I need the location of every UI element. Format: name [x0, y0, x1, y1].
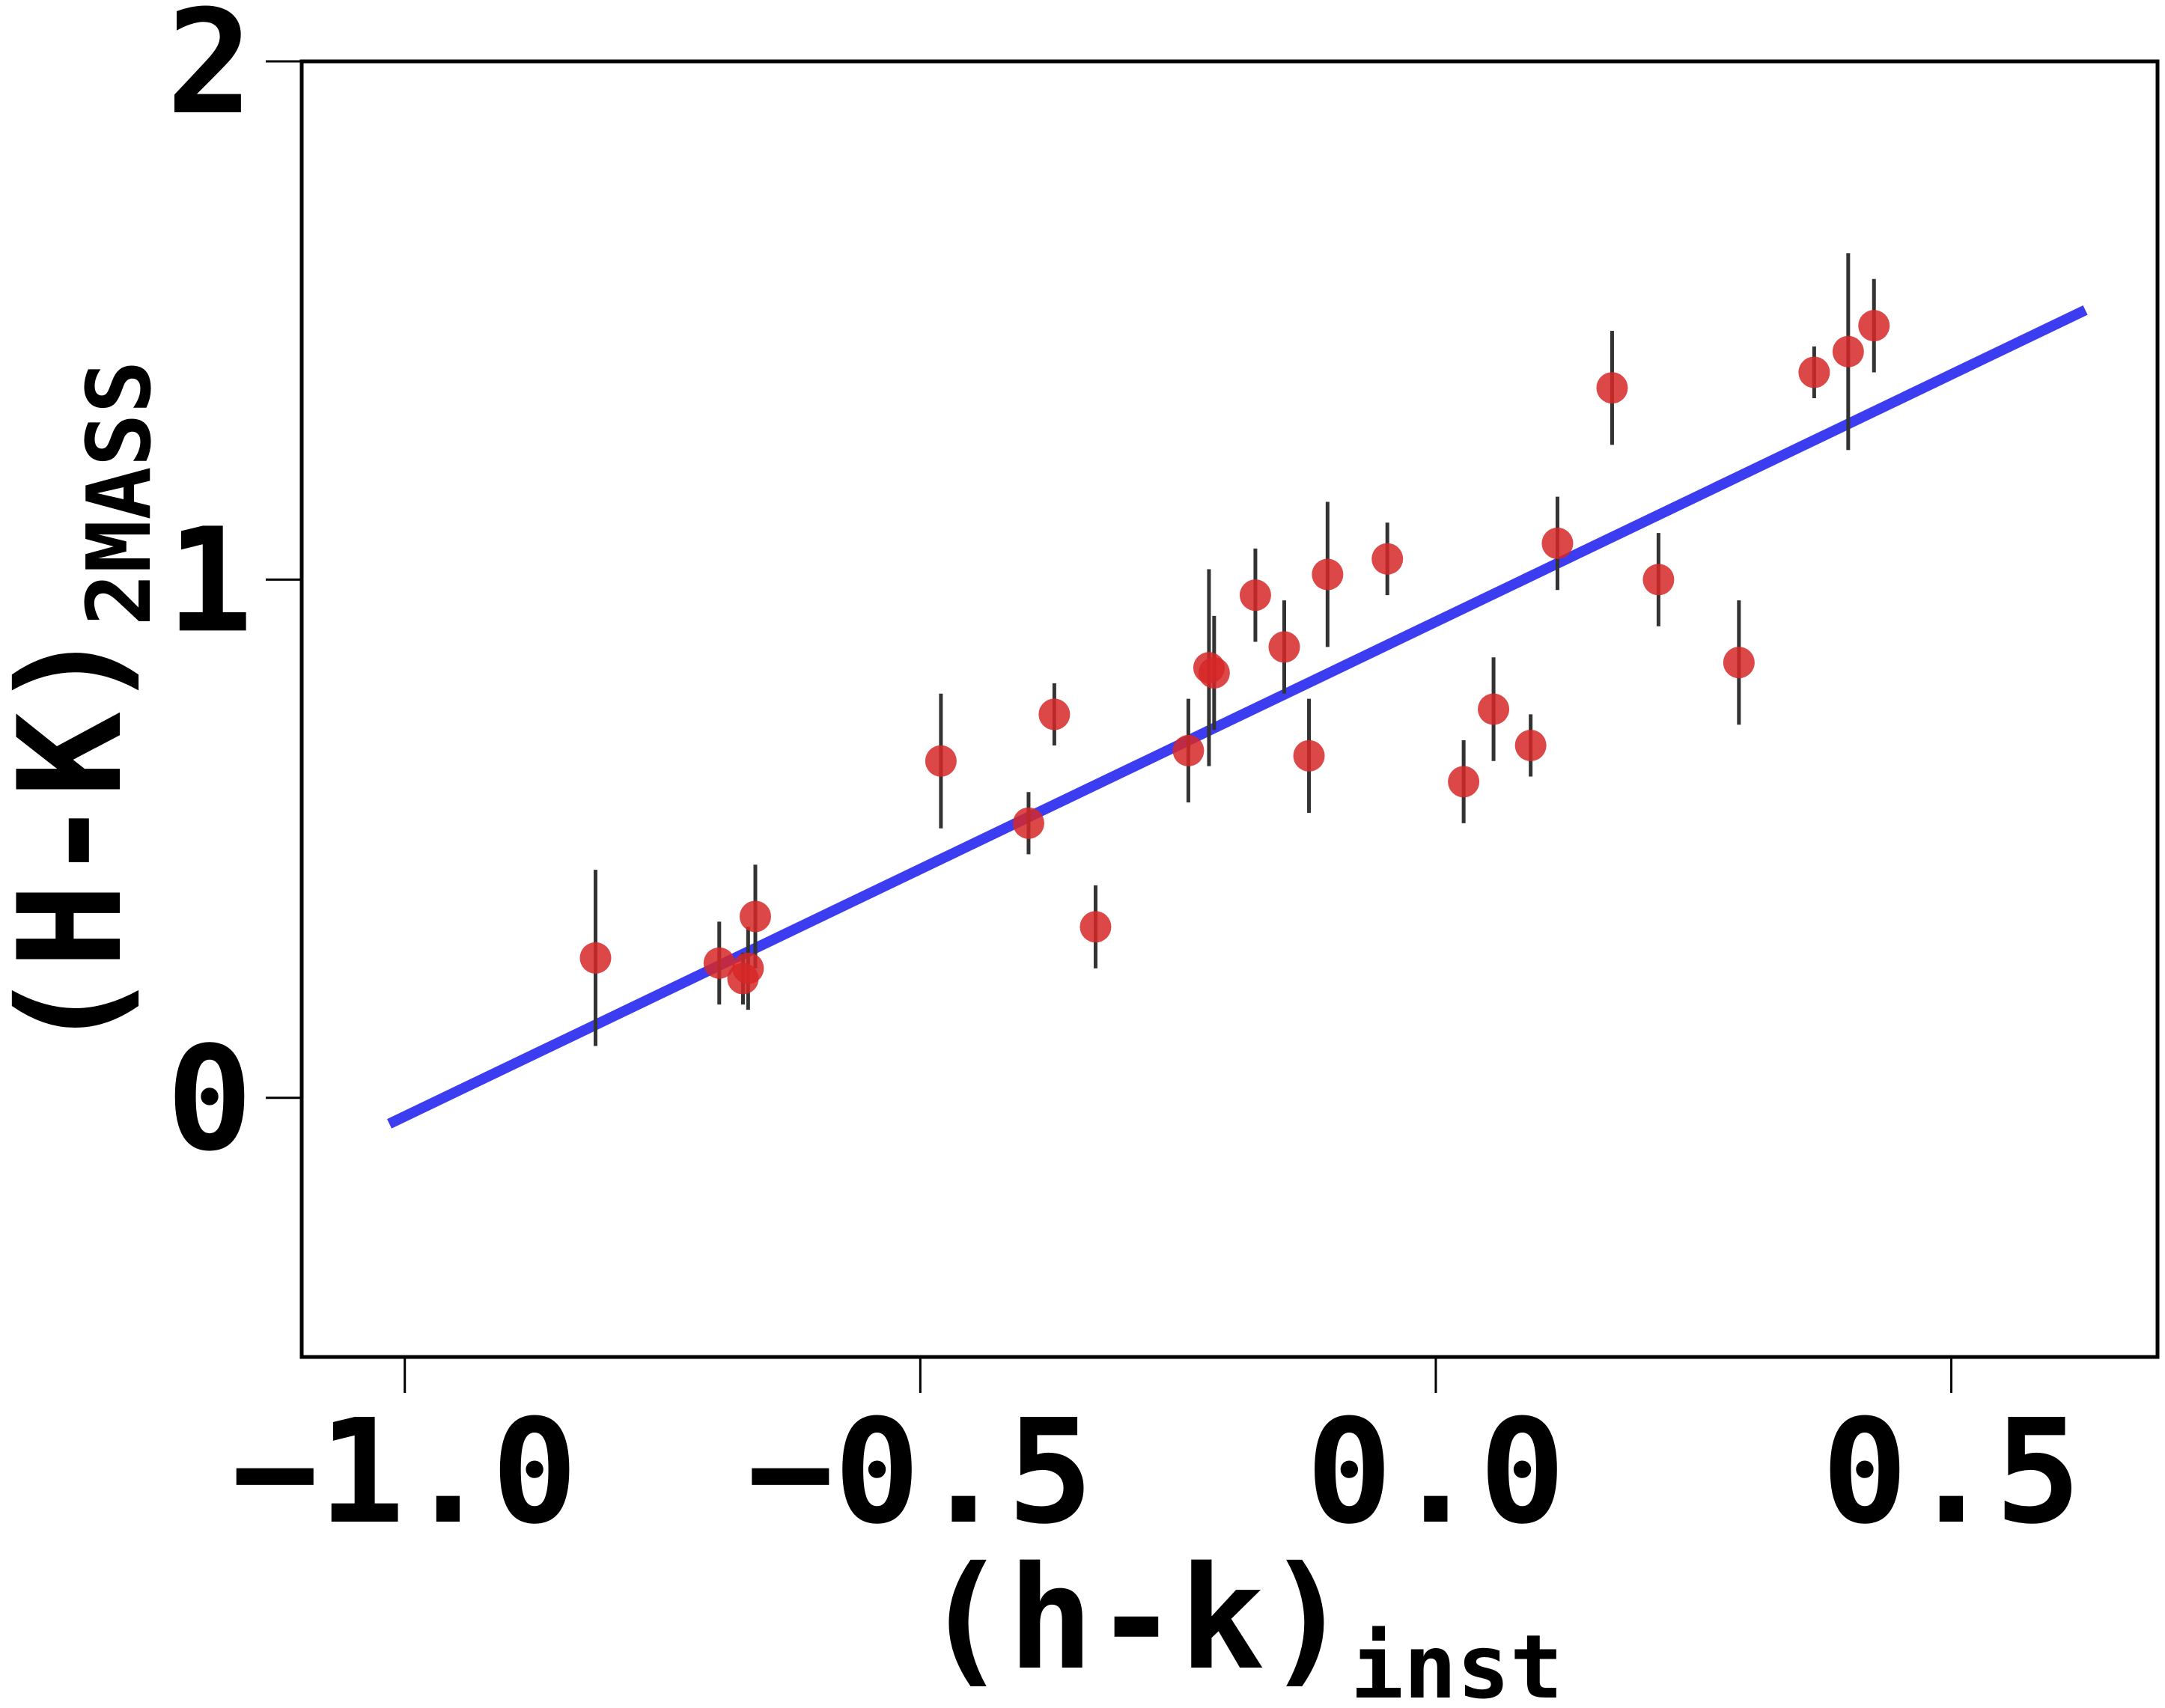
- data-point: [1268, 631, 1300, 663]
- fit-line-layer: [387, 305, 2088, 1129]
- y-axis-label-sub: 2MASS: [67, 360, 171, 626]
- data-point: [1312, 558, 1344, 591]
- data-point: [1541, 527, 1574, 559]
- data-point: [579, 942, 612, 974]
- x-axis-label-main: (h-k): [922, 1536, 1351, 1701]
- tick-labels: −1.0 −0.5 0.0 0.5 0 1 2: [166, 0, 2081, 1556]
- x-tick-label: 0.0: [1306, 1389, 1566, 1556]
- y-tick-label: 1: [166, 498, 253, 665]
- data-point: [1293, 739, 1325, 772]
- data-point: [925, 745, 957, 777]
- data-point: [1832, 335, 1864, 367]
- x-axis-label: (h-k)inst: [922, 1536, 1563, 1708]
- data-point: [1642, 564, 1675, 596]
- data-point: [1596, 372, 1628, 404]
- x-axis-label-sub: inst: [1351, 1615, 1563, 1708]
- data-point: [739, 900, 771, 933]
- data-point: [1514, 729, 1547, 761]
- data-point: [703, 947, 735, 979]
- y-axis-label: (H-K)2MASS: [0, 360, 171, 1054]
- x-tick-label: 0.5: [1821, 1389, 2081, 1556]
- data-point: [1478, 693, 1510, 725]
- data-point: [1858, 310, 1890, 342]
- data-points: [579, 310, 1890, 995]
- plot-frame: [299, 59, 2160, 1359]
- data-point: [1798, 356, 1830, 388]
- data-point: [1198, 657, 1230, 689]
- data-point: [1371, 543, 1404, 575]
- x-tick-label: −1.0: [232, 1389, 578, 1556]
- data-point: [1038, 698, 1071, 731]
- data-point: [1448, 766, 1480, 798]
- fit-line: [387, 305, 2088, 1129]
- data-point: [1239, 579, 1271, 611]
- data-point: [732, 952, 764, 984]
- data-point: [1723, 647, 1755, 679]
- y-tick-label: 0: [166, 1016, 253, 1183]
- data-point: [1012, 807, 1044, 839]
- y-tick-label: 2: [166, 0, 253, 147]
- data-point: [1080, 911, 1112, 943]
- x-tick-label: −0.5: [747, 1389, 1093, 1556]
- ticks-layer: [266, 60, 1953, 1393]
- data-point: [1172, 734, 1205, 766]
- y-axis-label-main: (H-K): [0, 626, 153, 1055]
